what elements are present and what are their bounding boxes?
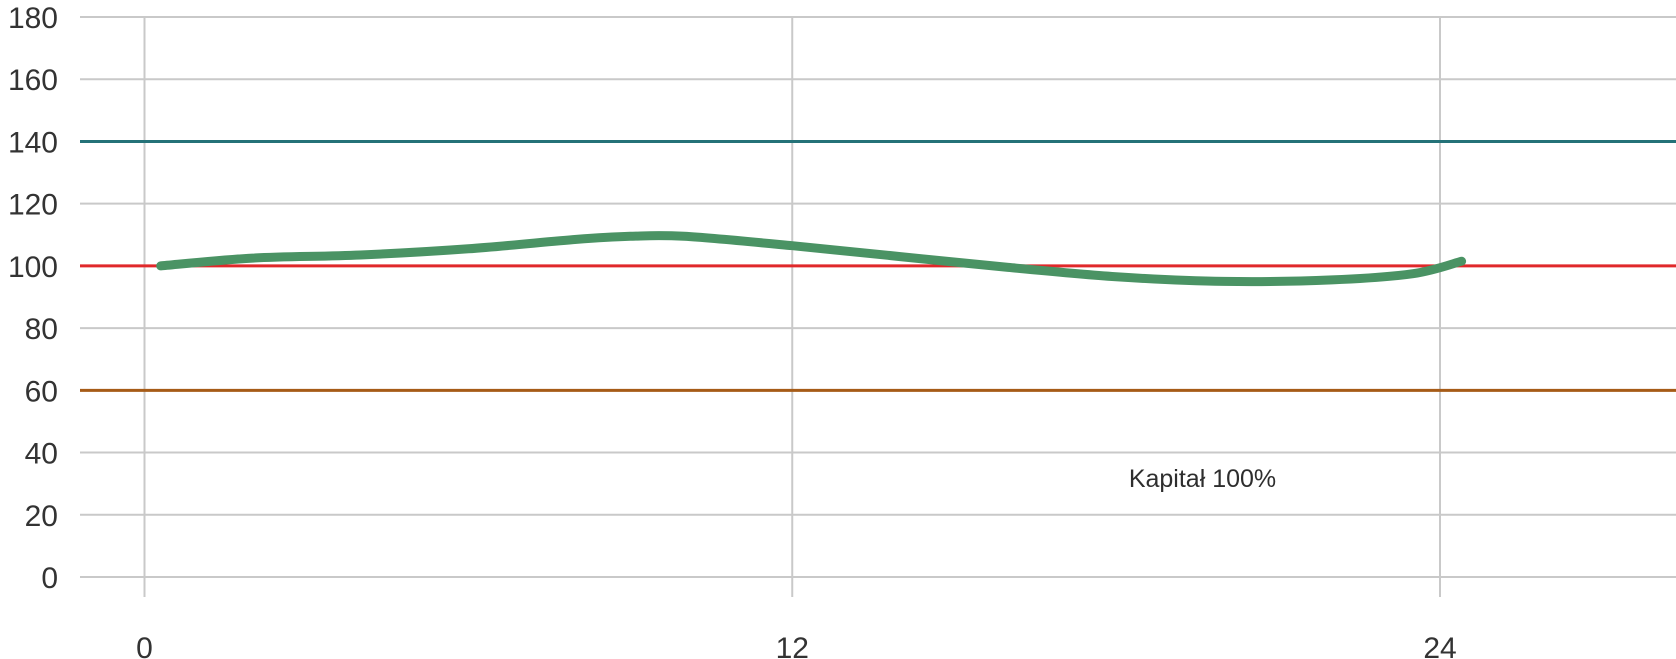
y-tick-label: 180 — [8, 2, 58, 35]
y-tick-label: 0 — [41, 562, 58, 595]
x-tick-label: 0 — [136, 632, 153, 659]
y-tick-label: 100 — [8, 251, 58, 284]
y-tick-label: 80 — [25, 313, 58, 346]
x-axis-tick-labels: 0 12 24 — [136, 632, 1457, 659]
y-tick-label: 160 — [8, 64, 58, 97]
series-layer — [156, 231, 1467, 287]
reference-lines — [80, 139, 1676, 392]
y-tick-label: 140 — [8, 126, 58, 159]
x-tick-label: 12 — [776, 632, 809, 659]
y-tick-label: 40 — [25, 438, 58, 471]
y-tick-label: 60 — [25, 375, 58, 408]
y-tick-label: 20 — [25, 500, 58, 533]
y-axis-tick-labels: 0 20 40 60 80 100 120 140 160 180 — [8, 2, 58, 595]
annotation-label: Kapitał 100% — [1129, 465, 1276, 493]
vertical-gridlines — [143, 17, 1441, 597]
series-line-0 — [156, 231, 1467, 287]
horizontal-gridlines — [80, 16, 1676, 578]
y-tick-label: 120 — [8, 189, 58, 222]
annotations: Kapitał 100% — [1129, 465, 1276, 493]
x-tick-label: 24 — [1423, 632, 1456, 659]
